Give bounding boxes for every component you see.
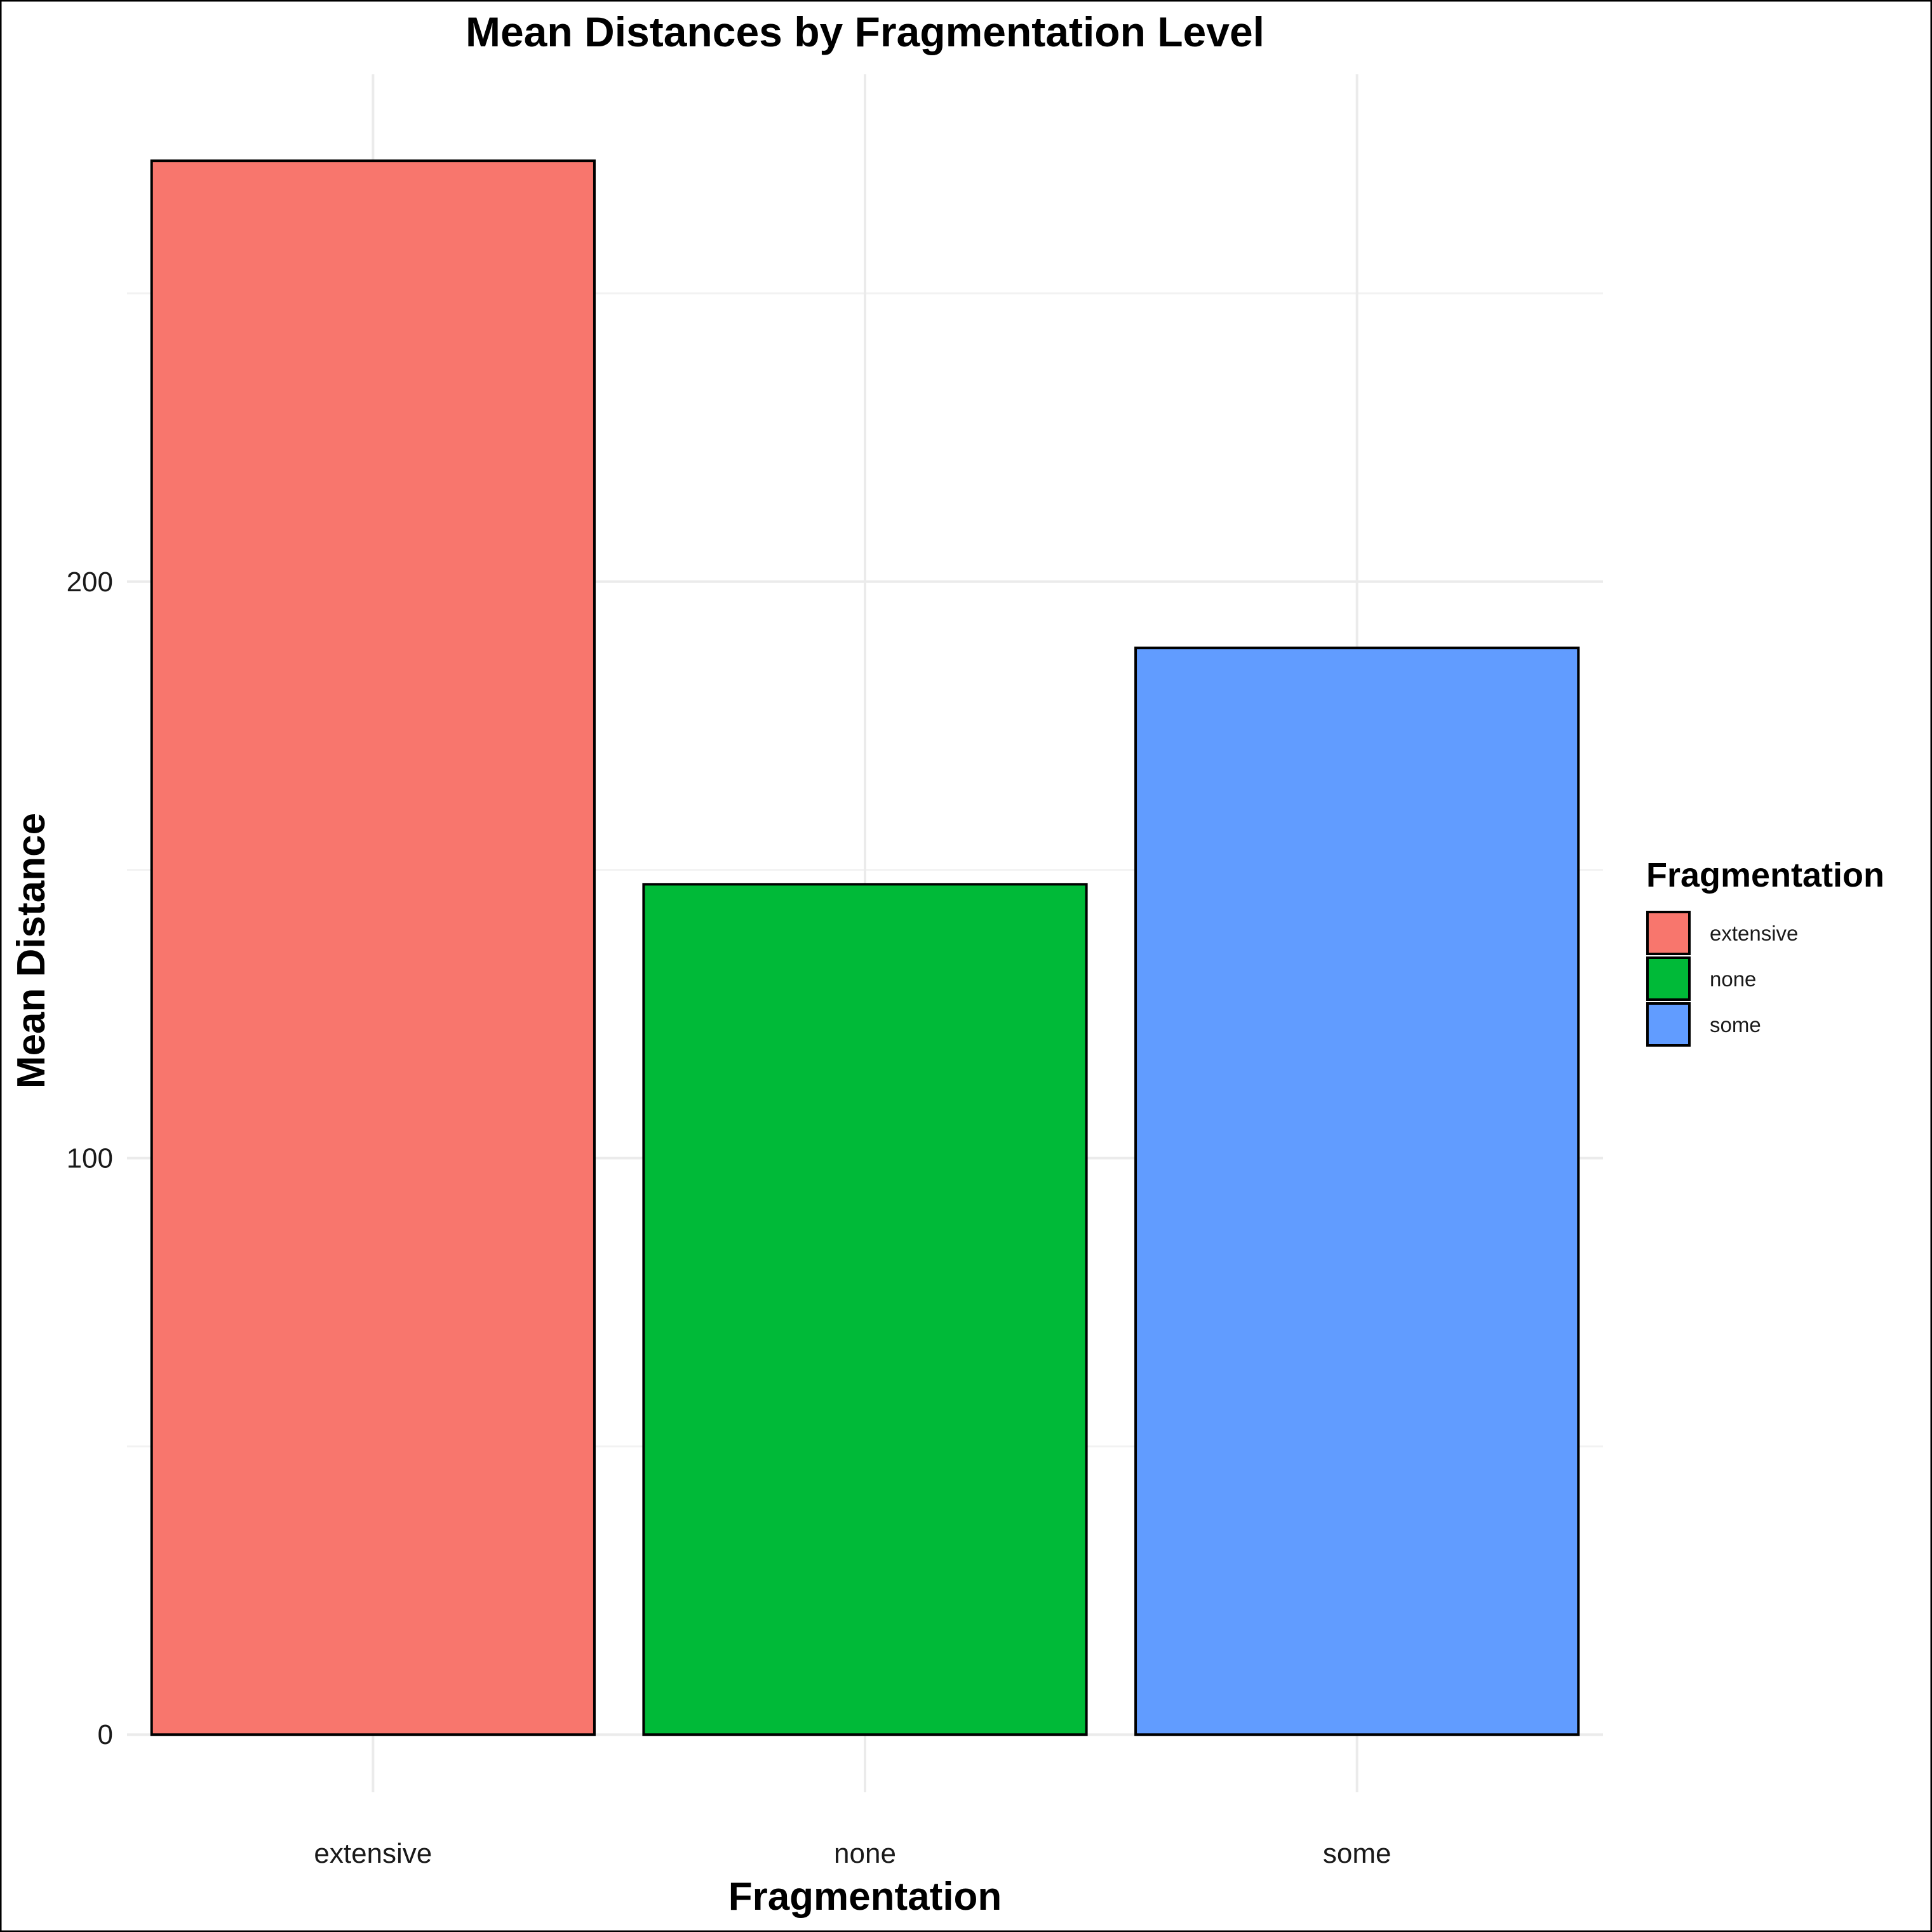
legend: Fragmentation extensive none some bbox=[1646, 856, 1884, 1047]
legend-key-none bbox=[1646, 956, 1691, 1001]
bar-none bbox=[642, 883, 1088, 1736]
y-tick-label: 100 bbox=[67, 1143, 113, 1174]
y-tick-label: 0 bbox=[98, 1719, 113, 1750]
y-tick-label: 200 bbox=[67, 567, 113, 598]
chart-title: Mean Distances by Fragmentation Level bbox=[466, 8, 1265, 55]
legend-key-some bbox=[1646, 1002, 1691, 1047]
bars bbox=[150, 159, 1580, 1736]
legend-label-some: some bbox=[1710, 1013, 1761, 1036]
x-tick-label: none bbox=[834, 1838, 896, 1869]
x-axis-title: Fragmentation bbox=[728, 1875, 1002, 1919]
y-axis-ticks: 0 100 200 bbox=[67, 567, 113, 1750]
legend-items: extensive none some bbox=[1646, 911, 1798, 1047]
x-tick-label: some bbox=[1323, 1838, 1392, 1869]
legend-key-extensive bbox=[1646, 911, 1691, 955]
bar-some bbox=[1134, 647, 1580, 1736]
legend-label-extensive: extensive bbox=[1710, 922, 1798, 945]
x-axis-ticks: extensive none some bbox=[314, 1838, 1391, 1869]
legend-title: Fragmentation bbox=[1646, 856, 1884, 894]
bar-extensive bbox=[150, 159, 596, 1736]
x-tick-label: extensive bbox=[314, 1838, 432, 1869]
y-axis-title: Mean Distance bbox=[10, 813, 53, 1089]
legend-label-none: none bbox=[1710, 967, 1756, 991]
